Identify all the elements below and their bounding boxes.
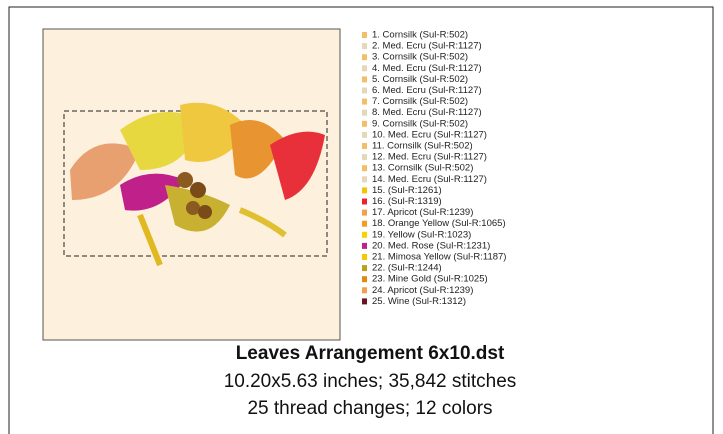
thread-label: 24. Apricot (Sul-R:1239) xyxy=(372,285,473,296)
thread-label: 2. Med. Ecru (Sul-R:1127) xyxy=(372,41,482,52)
thread-swatch xyxy=(362,43,367,50)
thread-swatch xyxy=(362,143,367,149)
thread-label: 13. Cornsilk (Sul-R:502) xyxy=(372,163,473,174)
thread-label: 9. Cornsilk (Sul-R:502) xyxy=(372,118,468,129)
thread-swatch xyxy=(362,120,367,127)
embroidery-preview xyxy=(70,102,325,267)
thread-swatch xyxy=(362,176,367,183)
thread-label: 22. (Sul-R:1244) xyxy=(372,263,442,274)
thread-label: 25. Wine (Sul-R:1312) xyxy=(372,296,466,307)
thread-label: 17. Apricot (Sul-R:1239) xyxy=(372,207,473,218)
thread-changes: 25 thread changes; 12 colors xyxy=(247,398,492,419)
thread-swatch xyxy=(362,109,367,116)
design-size: 10.20x5.63 inches; 35,842 stitches xyxy=(224,371,517,392)
thread-swatch xyxy=(362,87,367,94)
thread-label: 23. Mine Gold (Sul-R:1025) xyxy=(372,274,488,285)
thread-swatch xyxy=(362,220,367,227)
thread-swatch xyxy=(362,198,367,205)
thread-swatch xyxy=(362,187,367,194)
thread-swatch xyxy=(362,231,367,238)
thread-swatch xyxy=(362,76,367,83)
thread-swatch xyxy=(362,298,367,305)
thread-swatch xyxy=(362,165,367,172)
thread-swatch xyxy=(362,54,367,61)
page-border xyxy=(8,6,714,434)
thread-swatch xyxy=(362,32,367,38)
thread-label: 16. (Sul-R:1319) xyxy=(372,196,442,207)
thread-label: 14. Med. Ecru (Sul-R:1127) xyxy=(372,174,487,185)
thread-swatch xyxy=(362,287,367,294)
thread-swatch xyxy=(362,65,367,72)
thread-swatch xyxy=(362,154,367,161)
thread-swatch xyxy=(362,98,367,105)
thread-label: 18. Orange Yellow (Sul-R:1065) xyxy=(372,218,506,229)
thread-label: 6. Med. Ecru (Sul-R:1127) xyxy=(372,85,482,96)
thread-label: 8. Med. Ecru (Sul-R:1127) xyxy=(372,107,482,118)
thread-label: 4. Med. Ecru (Sul-R:1127) xyxy=(372,63,482,74)
thread-swatch xyxy=(362,276,367,283)
thread-label: 1. Cornsilk (Sul-R:502) xyxy=(372,30,468,41)
thread-label: 11. Cornsilk (Sul-R:502) xyxy=(372,141,473,152)
thread-label: 10. Med. Ecru (Sul-R:1127) xyxy=(372,129,487,140)
thread-label: 19. Yellow (Sul-R:1023) xyxy=(372,229,471,240)
thread-label: 7. Cornsilk (Sul-R:502) xyxy=(372,96,468,107)
thread-label: 21. Mimosa Yellow (Sul-R:1187) xyxy=(372,252,506,263)
thread-swatch xyxy=(362,242,367,249)
thread-swatch xyxy=(362,209,367,216)
thread-swatch xyxy=(362,131,367,138)
design-title: Leaves Arrangement 6x10.dst xyxy=(236,343,505,364)
thread-label: 15. (Sul-R:1261) xyxy=(372,185,442,196)
thread-label: 12. Med. Ecru (Sul-R:1127) xyxy=(372,152,487,163)
thread-label: 20. Med. Rose (Sul-R:1231) xyxy=(372,240,490,251)
thread-swatch xyxy=(362,265,367,272)
thread-label: 3. Cornsilk (Sul-R:502) xyxy=(372,52,468,63)
thread-label: 5. Cornsilk (Sul-R:502) xyxy=(372,74,468,85)
thread-swatch xyxy=(362,254,367,260)
